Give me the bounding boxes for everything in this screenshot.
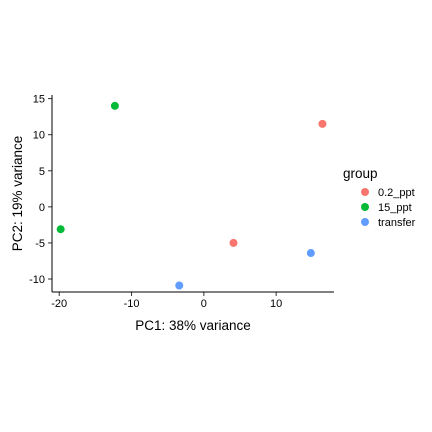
legend-key	[361, 203, 369, 211]
y-axis-title: PC2: 19% variance	[10, 136, 25, 252]
legend-key	[361, 188, 369, 196]
y-tick-label: 5	[39, 166, 45, 178]
data-point	[229, 238, 238, 247]
y-tick-label: -5	[35, 238, 45, 250]
data-points	[56, 101, 327, 290]
data-point	[306, 249, 315, 258]
y-tick-label: 10	[33, 130, 45, 142]
data-point	[56, 225, 65, 234]
x-tick-label: 0	[201, 298, 207, 310]
y-tick-label: 15	[33, 94, 45, 106]
x-axis-ticks: -20 -10 0 10	[51, 292, 282, 310]
x-tick-label: -20	[51, 298, 67, 310]
data-point	[110, 101, 119, 110]
data-point	[175, 281, 184, 290]
data-point	[318, 119, 327, 128]
legend-title: group	[343, 166, 378, 181]
y-tick-label: 0	[39, 202, 45, 214]
y-axis-ticks: -10 -5 0 5 10 15	[29, 94, 52, 286]
x-tick-label: 10	[270, 298, 282, 310]
x-tick-label: -10	[124, 298, 140, 310]
legend-label: 15_ppt	[378, 202, 412, 214]
x-axis-title: PC1: 38% variance	[135, 318, 251, 333]
legend-label: transfer	[378, 217, 416, 229]
legend-key	[361, 218, 369, 226]
y-tick-label: -10	[29, 274, 45, 286]
legend: 0.2_ppt 15_ppt transfer	[361, 187, 416, 229]
legend-label: 0.2_ppt	[378, 187, 415, 199]
